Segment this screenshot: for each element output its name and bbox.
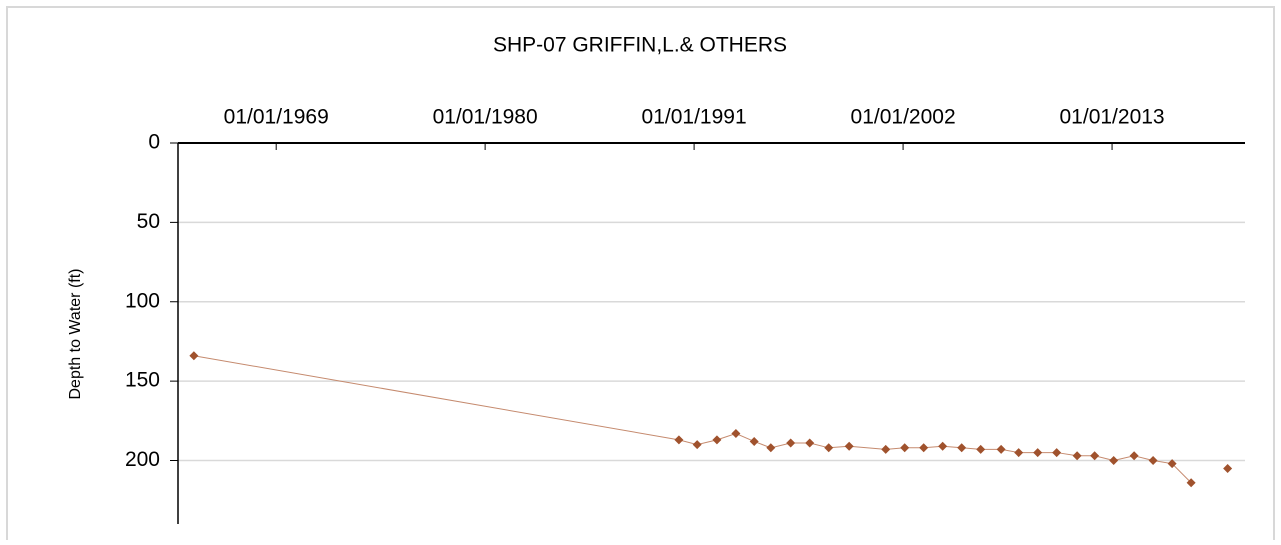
data-point — [786, 438, 796, 448]
data-point — [674, 435, 684, 445]
data-point — [805, 438, 815, 448]
data-point — [1148, 456, 1158, 465]
data-point — [731, 429, 741, 439]
data-point — [1072, 451, 1082, 461]
y-axis-label: Depth to Water (ft) — [67, 269, 84, 400]
data-point — [1014, 448, 1024, 458]
data-point — [1052, 448, 1062, 458]
data-point — [1167, 459, 1177, 469]
data-point — [938, 441, 948, 451]
x-tick-label: 01/01/2002 — [851, 106, 956, 129]
data-point — [919, 443, 929, 453]
y-tick-label: 0 — [148, 131, 160, 154]
x-tick-label: 01/01/2013 — [1060, 106, 1165, 129]
chart-title: SHP-07 GRIFFIN,L.& OTHERS — [493, 34, 787, 57]
data-point — [957, 443, 967, 453]
frame — [6, 6, 1275, 545]
x-tick-label: 01/01/1969 — [224, 106, 329, 129]
data-point — [976, 444, 986, 454]
data-point — [189, 351, 199, 361]
data-point — [749, 436, 759, 446]
data-point — [1033, 448, 1043, 458]
data-point — [1186, 478, 1196, 488]
data-point — [1109, 456, 1119, 465]
data-point — [692, 440, 702, 450]
data-point — [1223, 463, 1233, 473]
data-point — [824, 443, 834, 453]
data-point — [996, 444, 1006, 454]
y-tick-label: 150 — [125, 369, 160, 392]
y-tick-label: 100 — [125, 289, 160, 312]
y-tick-label: 200 — [125, 448, 160, 471]
x-tick-label: 01/01/1991 — [642, 106, 747, 129]
data-point — [1129, 451, 1139, 461]
data-point — [844, 441, 854, 451]
data-point — [900, 443, 910, 453]
data-point — [1090, 451, 1100, 461]
data-point — [881, 444, 891, 454]
series-line — [194, 356, 1228, 483]
y-tick-label: 50 — [137, 210, 160, 233]
x-tick-label: 01/01/1980 — [433, 106, 538, 129]
data-point — [712, 435, 722, 445]
data-point — [766, 443, 776, 453]
